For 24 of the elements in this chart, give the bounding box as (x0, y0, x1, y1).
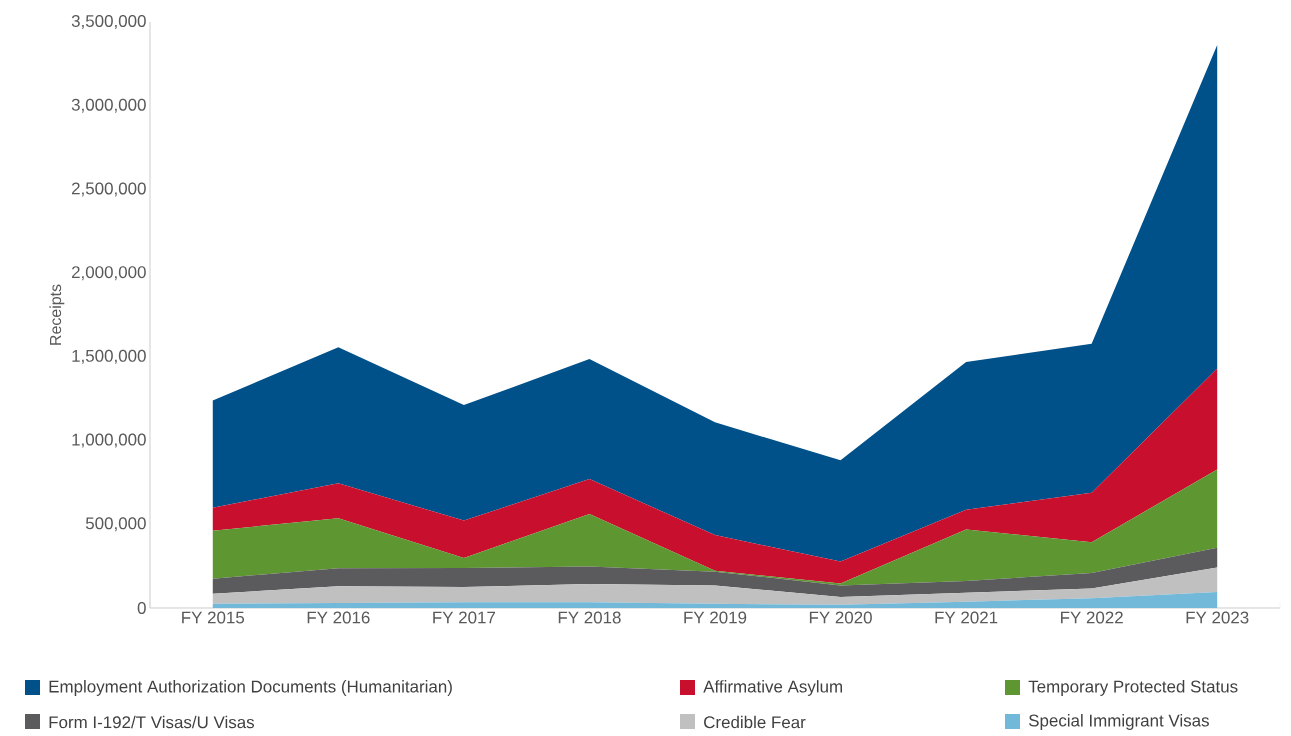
legend-label: Form I-192/T Visas/U Visas (49, 715, 255, 729)
x-tick-label: FY 2016 (307, 611, 370, 624)
legend-label: Affirmative Asylum (703, 680, 842, 696)
x-tick-label: FY 2021 (935, 611, 998, 624)
x-tick-label: FY 2023 (1186, 611, 1249, 624)
x-tick-label: FY 2022 (1061, 611, 1123, 624)
legend-label: Credible Fear (704, 715, 806, 729)
legend-label: Employment Authorization Documents (Humanitarian) (49, 680, 452, 696)
x-tick-label: FY 2020 (809, 611, 872, 624)
y-tick-label: 2,500,000 (71, 182, 146, 197)
legend-label: Special Immigrant Visas (1028, 714, 1209, 730)
y-axis-title: Receipts (49, 284, 65, 345)
y-tick-label: 3,000,000 (71, 98, 146, 113)
legend-label: Temporary Protected Status (1028, 680, 1238, 696)
x-tick-label: FY 2015 (182, 611, 245, 624)
y-tick-label: 1,000,000 (72, 433, 146, 448)
y-tick-label: 0 (137, 602, 146, 614)
y-tick-label: 1,500,000 (72, 349, 146, 364)
x-tick-label: FY 2019 (684, 611, 747, 624)
x-tick-label: FY 2018 (558, 611, 621, 624)
y-tick-label: 500,000 (85, 517, 146, 532)
y-tick-label: 2,000,000 (71, 266, 146, 281)
x-tick-label: FY 2017 (433, 611, 496, 624)
y-tick-label: 3,500,000 (71, 15, 146, 29)
